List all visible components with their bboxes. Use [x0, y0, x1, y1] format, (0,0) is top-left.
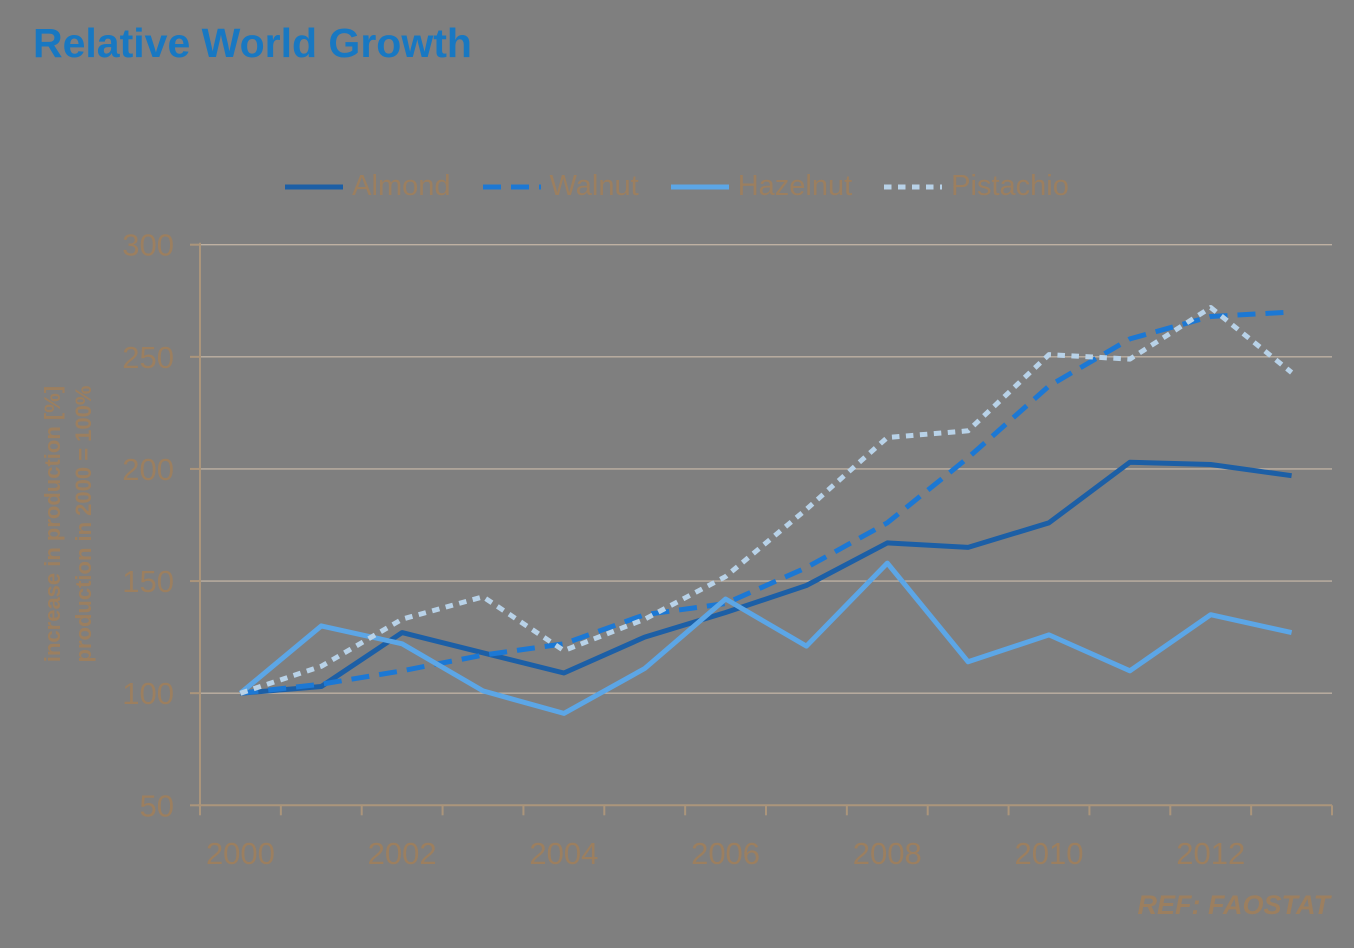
x-tick-label-2002: 2002	[368, 836, 437, 871]
legend-line-sample-hazelnut	[670, 184, 729, 189]
series-line-almond	[240, 459, 1292, 696]
x-tick-label-2000: 2000	[206, 836, 275, 871]
y-tick-label-250: 250	[122, 340, 174, 375]
x-tick-label-2004: 2004	[529, 836, 598, 871]
legend-item-walnut: Walnut	[482, 170, 639, 203]
series-line-walnut	[240, 309, 1292, 696]
y-tick-label-100: 100	[122, 676, 174, 711]
series-line-pistachio	[239, 305, 1294, 696]
legend-label-pistachio: Pistachio	[951, 170, 1069, 202]
legend-label-almond: Almond	[352, 170, 451, 202]
x-tick-label-2010: 2010	[1015, 836, 1084, 871]
source-note: REF: FAOSTAT	[1137, 890, 1330, 920]
x-tick-label-2006: 2006	[691, 836, 760, 871]
y-tick-label-300: 300	[122, 228, 174, 263]
y-tick-label-150: 150	[122, 564, 174, 599]
legend-label-hazelnut: Hazelnut	[737, 170, 853, 202]
legend-line-sample-almond	[285, 184, 344, 189]
y-axis-title-line1: increase in production [%]	[40, 385, 65, 663]
x-tick-label-2008: 2008	[853, 836, 922, 871]
legend: Almond Walnut Hazelnut Pistachio	[0, 170, 1354, 203]
legend-line-sample-pistachio	[884, 184, 943, 189]
legend-label-walnut: Walnut	[549, 170, 639, 202]
legend-item-hazelnut: Hazelnut	[670, 170, 853, 203]
x-tick-label-2012: 2012	[1176, 836, 1245, 871]
y-tick-label-200: 200	[122, 452, 174, 487]
legend-line-sample-walnut	[482, 184, 541, 189]
y-axis-title-line2: production in 2000 = 100%	[71, 385, 96, 663]
legend-item-almond: Almond	[285, 170, 451, 203]
chart-title: Relative World Growth	[33, 20, 472, 66]
y-tick-label-50: 50	[140, 788, 174, 823]
series-line-hazelnut	[238, 560, 1293, 716]
legend-item-pistachio: Pistachio	[884, 170, 1069, 203]
y-axis-title: increase in production [%] production in…	[37, 304, 99, 744]
